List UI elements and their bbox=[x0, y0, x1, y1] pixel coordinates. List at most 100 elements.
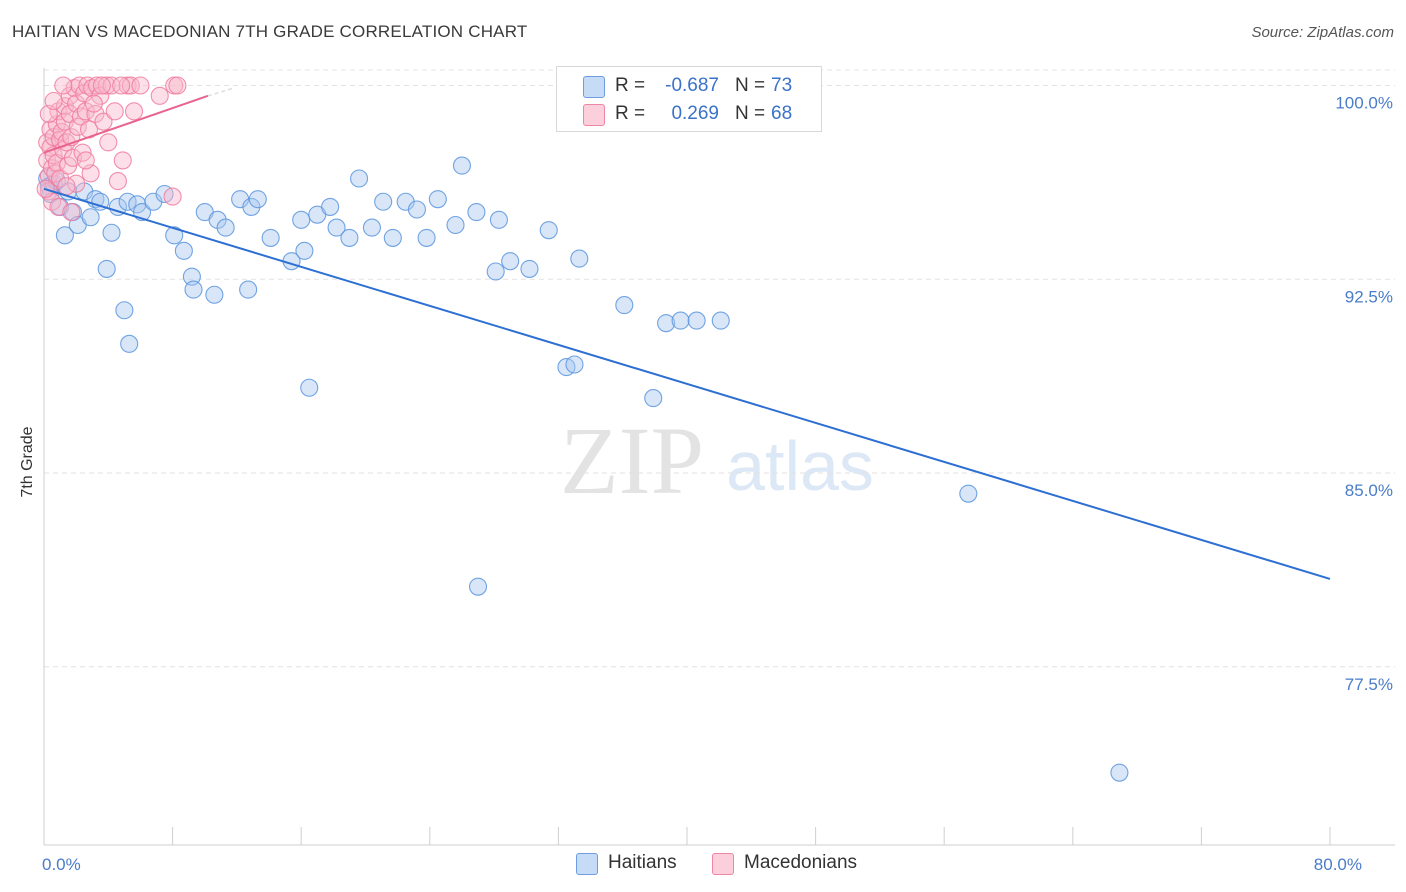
r-label: R = bbox=[615, 75, 646, 96]
haitians-point[interactable] bbox=[174, 241, 193, 260]
macedonians-point[interactable] bbox=[97, 76, 116, 95]
haitians-point[interactable] bbox=[362, 218, 381, 237]
macedonians-point[interactable] bbox=[57, 177, 76, 196]
haitians-point[interactable] bbox=[182, 267, 201, 286]
watermark-atlas: atlas bbox=[726, 427, 874, 505]
macedonians-point[interactable] bbox=[168, 76, 187, 95]
macedonians-point[interactable] bbox=[99, 133, 118, 152]
macedonians-swatch bbox=[712, 853, 734, 875]
haitians-swatch bbox=[583, 76, 605, 98]
haitians-point[interactable] bbox=[565, 355, 584, 374]
haitians-point[interactable] bbox=[327, 218, 346, 237]
macedonians-trendline bbox=[43, 94, 209, 154]
n-value: 73 bbox=[771, 75, 793, 96]
haitians-point[interactable] bbox=[108, 197, 127, 216]
haitians-point[interactable] bbox=[292, 210, 311, 229]
haitians-point[interactable] bbox=[1110, 763, 1129, 782]
macedonians-trendline-extension bbox=[207, 87, 234, 97]
legend-row-haitians: R = -0.687 N = 73 bbox=[557, 71, 821, 101]
legend-label: Macedonians bbox=[744, 852, 858, 873]
macedonians-point[interactable] bbox=[113, 151, 132, 170]
haitians-point[interactable] bbox=[520, 259, 539, 278]
macedonians-point[interactable] bbox=[39, 182, 58, 201]
y-tick-label: 92.5% bbox=[1345, 287, 1393, 306]
macedonians-point[interactable] bbox=[87, 76, 107, 95]
macedonians-point[interactable] bbox=[71, 107, 91, 126]
haitians-point[interactable] bbox=[501, 252, 520, 271]
macedonians-point[interactable] bbox=[68, 117, 87, 136]
haitians-point[interactable] bbox=[102, 223, 121, 242]
macedonians-point[interactable] bbox=[44, 91, 63, 111]
macedonians-point[interactable] bbox=[78, 76, 97, 95]
macedonians-point[interactable] bbox=[62, 203, 81, 222]
haitians-point[interactable] bbox=[468, 577, 488, 596]
haitians-point[interactable] bbox=[248, 190, 267, 209]
haitians-point[interactable] bbox=[687, 311, 706, 330]
macedonians-point[interactable] bbox=[54, 76, 73, 95]
y-tick-label: 77.5% bbox=[1345, 675, 1393, 694]
haitians-trendline bbox=[43, 187, 1331, 580]
haitians-point[interactable] bbox=[467, 203, 486, 222]
macedonians-point[interactable] bbox=[150, 86, 169, 105]
haitians-point[interactable] bbox=[539, 221, 558, 240]
macedonians-point[interactable] bbox=[108, 172, 127, 191]
macedonians-point[interactable] bbox=[131, 76, 150, 95]
haitians-point[interactable] bbox=[115, 301, 134, 320]
haitians-point[interactable] bbox=[711, 311, 730, 330]
haitians-point[interactable] bbox=[428, 190, 447, 209]
r-value: 0.269 bbox=[671, 103, 719, 124]
macedonians-point[interactable] bbox=[102, 76, 121, 95]
haitians-point[interactable] bbox=[120, 334, 139, 353]
macedonians-point[interactable] bbox=[124, 102, 144, 121]
haitians-point[interactable] bbox=[452, 156, 472, 175]
haitians-point[interactable] bbox=[81, 208, 100, 227]
haitians-point[interactable] bbox=[671, 311, 690, 330]
macedonians-point[interactable] bbox=[76, 151, 95, 170]
haitians-point[interactable] bbox=[97, 259, 116, 278]
haitians-point[interactable] bbox=[205, 285, 224, 304]
haitians-point[interactable] bbox=[486, 262, 505, 281]
legend-row-macedonians: R = 0.269 N = 68 bbox=[557, 99, 821, 129]
haitians-point[interactable] bbox=[657, 314, 676, 333]
y-tick-label: 85.0% bbox=[1345, 481, 1393, 500]
n-label: N = bbox=[735, 75, 766, 96]
legend-label: Haitians bbox=[608, 852, 677, 873]
haitians-point[interactable] bbox=[350, 169, 369, 188]
macedonians-point[interactable] bbox=[112, 76, 131, 95]
macedonians-swatch bbox=[583, 104, 605, 126]
haitians-point[interactable] bbox=[644, 389, 663, 408]
haitians-point[interactable] bbox=[165, 226, 184, 245]
x-tick-label: 80.0% bbox=[1314, 855, 1362, 874]
r-value: -0.687 bbox=[665, 75, 719, 96]
haitians-point[interactable] bbox=[295, 241, 314, 260]
haitians-point[interactable] bbox=[261, 228, 280, 247]
haitians-point[interactable] bbox=[321, 197, 340, 216]
macedonians-point[interactable] bbox=[105, 102, 124, 121]
r-label: R = bbox=[615, 103, 646, 124]
haitians-point[interactable] bbox=[55, 226, 74, 245]
macedonians-point[interactable] bbox=[94, 112, 113, 131]
haitians-point[interactable] bbox=[300, 378, 319, 397]
macedonians-point[interactable] bbox=[163, 187, 182, 206]
x-tick-label: 0.0% bbox=[42, 855, 81, 874]
haitians-point[interactable] bbox=[446, 215, 465, 235]
haitians-point[interactable] bbox=[239, 280, 258, 299]
haitians-point[interactable] bbox=[184, 280, 203, 299]
haitians-point[interactable] bbox=[407, 200, 426, 219]
haitians-point[interactable] bbox=[489, 210, 508, 229]
macedonians-point[interactable] bbox=[92, 76, 111, 95]
macedonians-point[interactable] bbox=[121, 76, 140, 95]
haitians-point[interactable] bbox=[383, 228, 402, 247]
haitians-point[interactable] bbox=[417, 228, 436, 247]
haitians-point[interactable] bbox=[374, 192, 393, 211]
source-label: Source: ZipAtlas.com bbox=[1251, 24, 1394, 41]
haitians-point[interactable] bbox=[91, 192, 110, 211]
haitians-point[interactable] bbox=[959, 484, 978, 503]
macedonians-point[interactable] bbox=[52, 122, 71, 142]
macedonians-point[interactable] bbox=[84, 94, 103, 113]
haitians-point[interactable] bbox=[216, 218, 235, 237]
haitians-point[interactable] bbox=[570, 249, 589, 268]
haitians-point[interactable] bbox=[615, 296, 634, 315]
haitians-point[interactable] bbox=[340, 228, 359, 247]
watermark-zip: ZIP bbox=[560, 407, 704, 514]
